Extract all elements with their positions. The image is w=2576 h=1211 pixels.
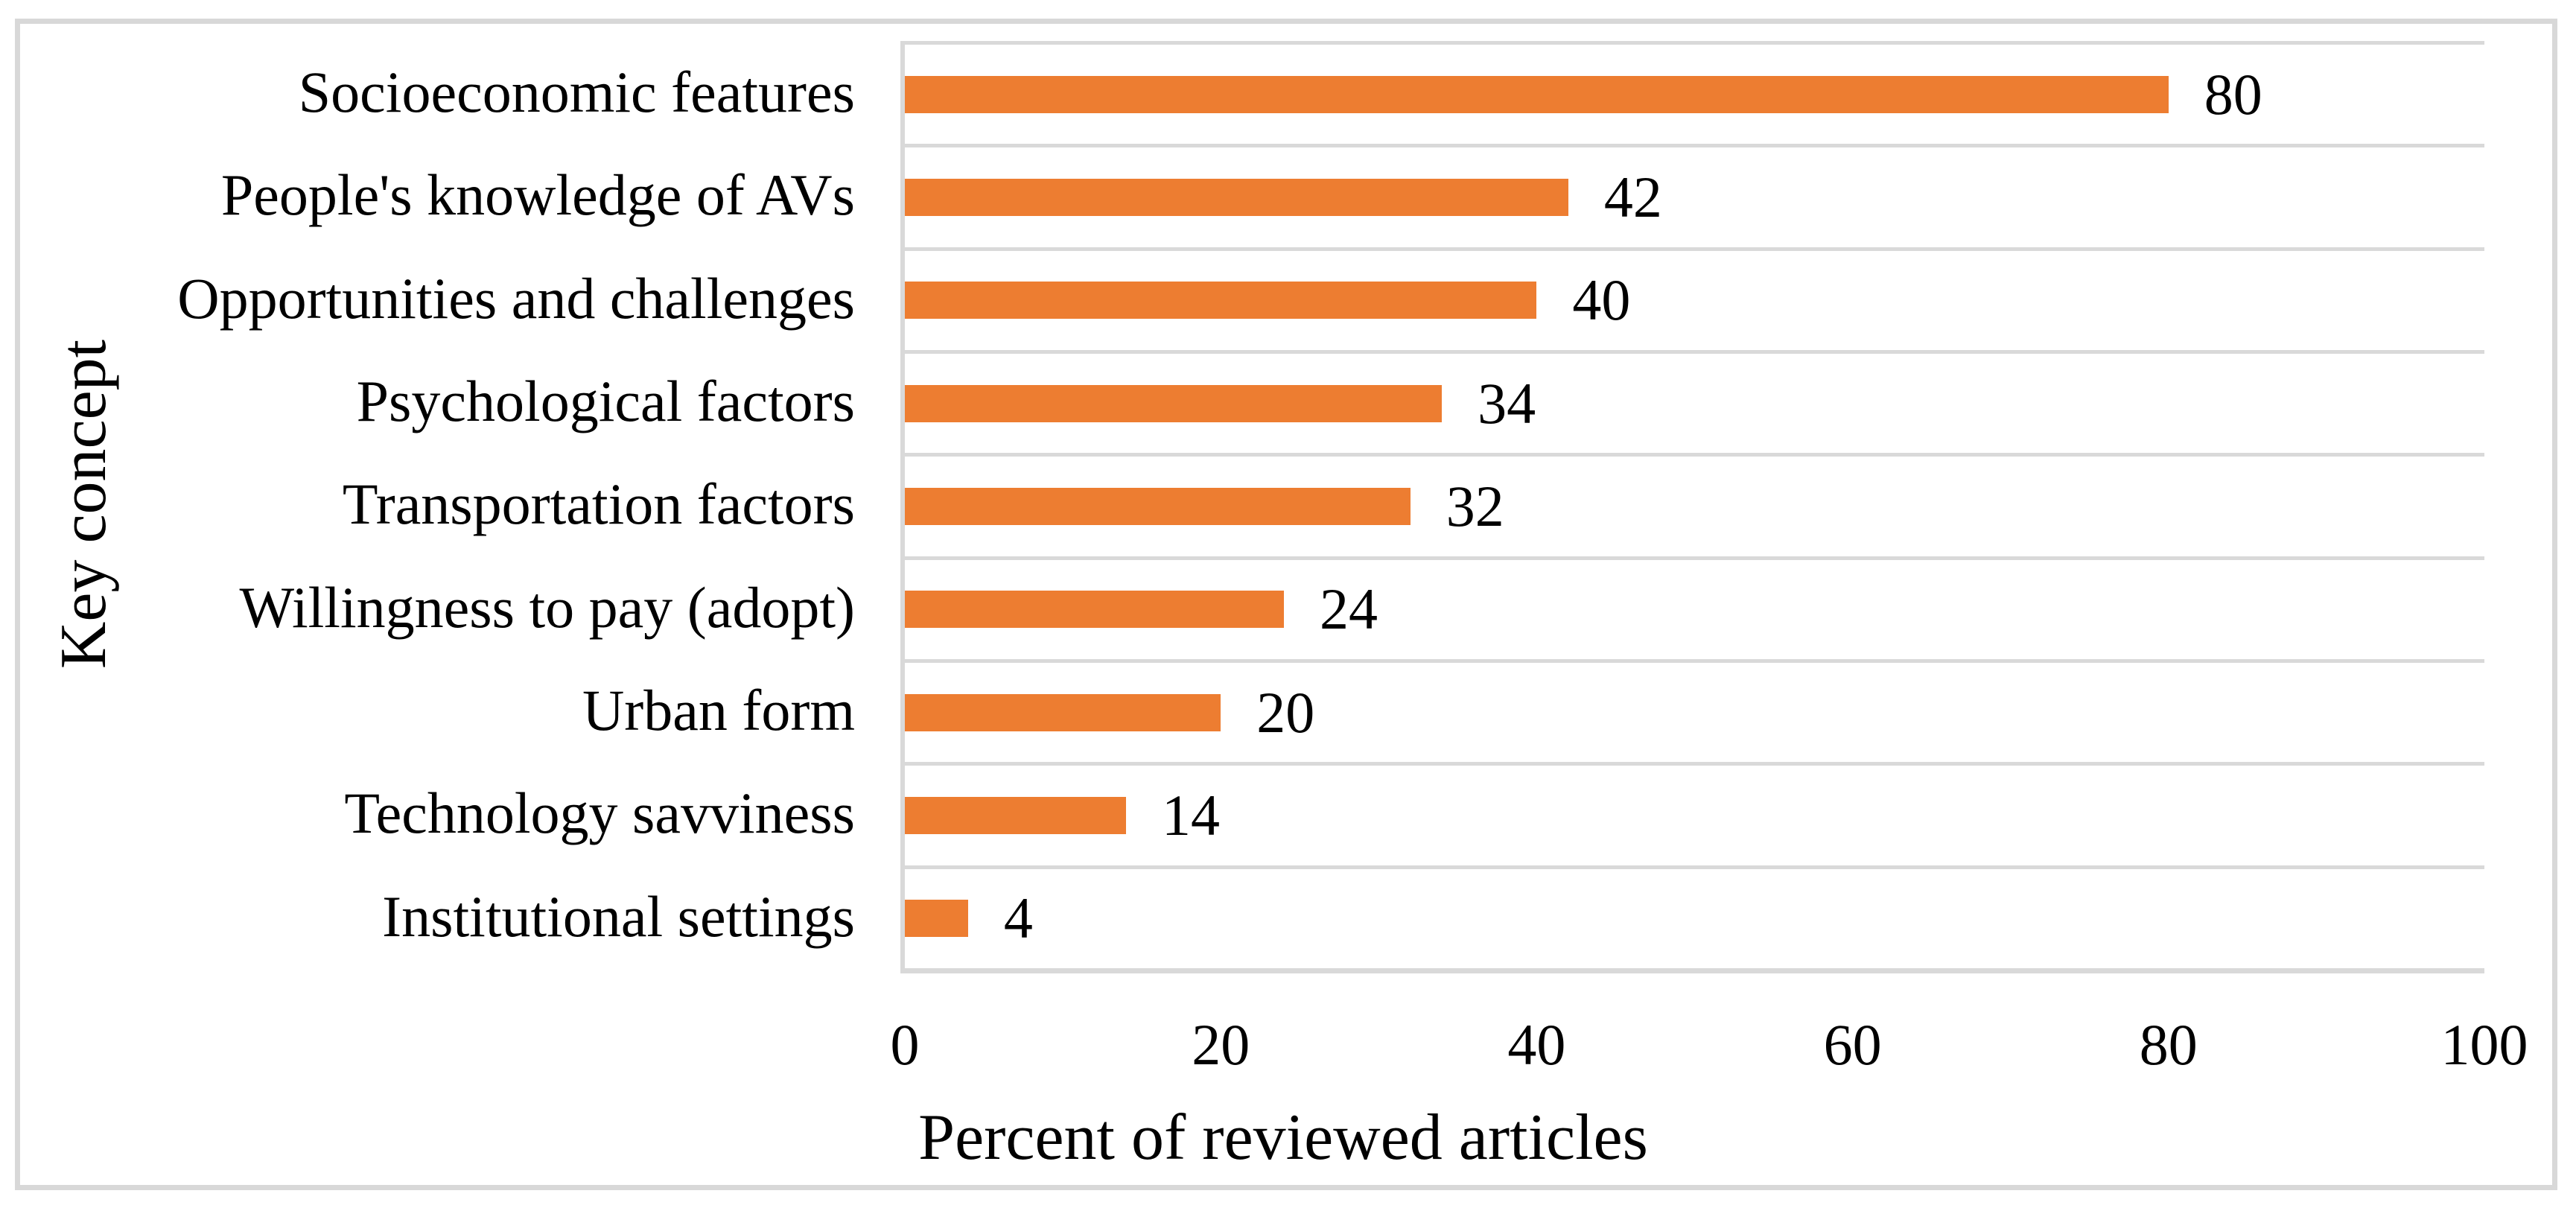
category-band: 80: [905, 41, 2484, 144]
bar: [905, 796, 1126, 834]
value-label: 40: [1572, 267, 1631, 333]
category-band: 20: [905, 658, 2484, 762]
value-label: 34: [1478, 370, 1536, 436]
category-band: 34: [905, 349, 2484, 453]
value-label: 80: [2204, 61, 2262, 127]
category-label: Institutional settings: [382, 883, 855, 949]
x-tick-label: 100: [2440, 1012, 2528, 1077]
bar: [905, 384, 1443, 422]
x-tick-label: 0: [890, 1012, 920, 1077]
category-band: 42: [905, 144, 2484, 247]
category-band: 32: [905, 453, 2484, 556]
x-tick-label: 60: [1823, 1012, 1882, 1077]
x-tick-label: 20: [1192, 1012, 1250, 1077]
category-band: 24: [905, 556, 2484, 659]
category-label: Opportunities and challenges: [177, 265, 855, 331]
bar: [905, 178, 1568, 216]
bar: [905, 487, 1411, 525]
category-axis-labels: Socioeconomic features People's knowledge…: [0, 41, 855, 968]
value-label: 32: [1446, 473, 1504, 538]
plot-area: 80 42 40 34 32 24 20 14 4: [900, 41, 2484, 973]
value-label: 42: [1603, 164, 1662, 229]
category-label: People's knowledge of AVs: [220, 162, 855, 228]
category-label: Technology savviness: [344, 781, 855, 846]
bar: [905, 282, 1537, 320]
value-label: 14: [1161, 782, 1220, 848]
category-label: Socioeconomic features: [298, 60, 855, 125]
bar: [905, 900, 968, 938]
category-label: Urban form: [582, 678, 855, 743]
x-tick-label: 40: [1507, 1012, 1566, 1077]
category-label: Willingness to pay (adopt): [239, 574, 855, 640]
value-label: 4: [1003, 886, 1033, 951]
x-tick-label: 80: [2139, 1012, 2198, 1077]
figure-border: [15, 19, 2557, 1190]
category-band: 40: [905, 247, 2484, 350]
category-label: Psychological factors: [356, 369, 855, 434]
bar: [905, 591, 1285, 629]
x-axis-title: Percent of reviewed articles: [918, 1102, 1648, 1174]
category-label: Transportation factors: [342, 471, 855, 537]
value-label: 20: [1256, 679, 1315, 745]
category-band: 14: [905, 762, 2484, 865]
bar: [905, 75, 2169, 113]
bar: [905, 693, 1221, 731]
category-band: 4: [905, 865, 2484, 968]
value-label: 24: [1320, 576, 1378, 642]
